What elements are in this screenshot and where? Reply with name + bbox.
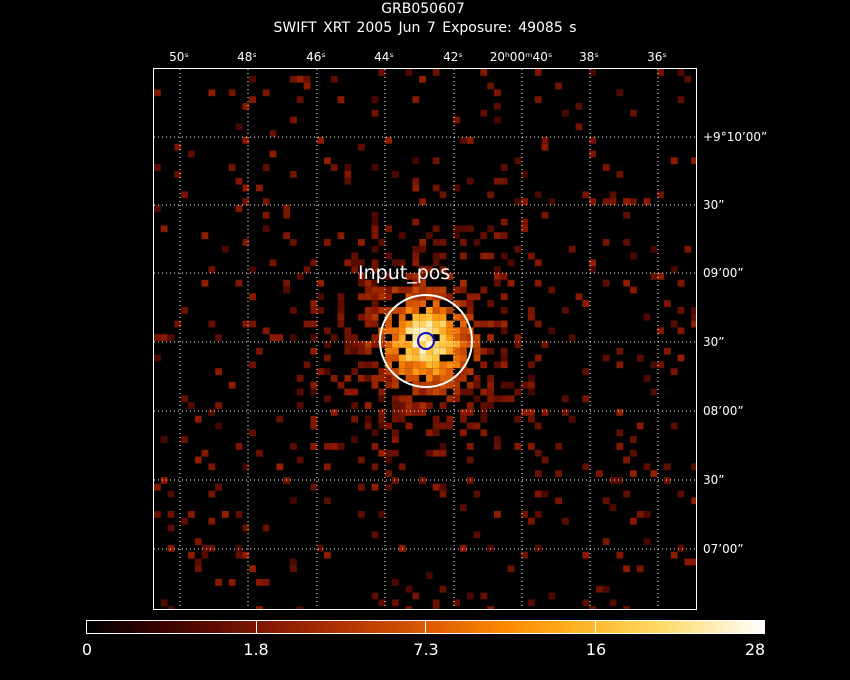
source-extraction-circle: [379, 294, 473, 388]
ra-tick-label: 50ˢ: [169, 50, 189, 64]
dec-tick-label: 09’00”: [703, 266, 744, 280]
dec-tick-label: 30”: [703, 473, 725, 487]
dec-tick-label: 30”: [703, 198, 725, 212]
colorbar: [86, 620, 765, 634]
source-label: Input_pos: [358, 262, 451, 284]
ra-tick-label: 48ˢ: [237, 50, 257, 64]
colorbar-label: 1.8: [243, 640, 269, 659]
ra-tick-label: 44ˢ: [374, 50, 394, 64]
image-subtitle: SWIFT XRT 2005 Jun 7 Exposure: 49085 s: [273, 20, 577, 36]
source-position-marker: [417, 332, 435, 350]
image-title: GRB050607: [381, 1, 465, 17]
colorbar-label: 16: [585, 640, 607, 659]
ra-tick-label: 46ˢ: [306, 50, 326, 64]
photon-counts-layer: [154, 69, 696, 609]
colorbar-label: 0: [81, 640, 93, 659]
ra-tick-label: 36ˢ: [647, 50, 667, 64]
colorbar-tick: [425, 621, 426, 633]
dec-tick-label: +9°10’00”: [703, 130, 768, 144]
colorbar-label: 7.3: [413, 640, 439, 659]
dec-tick-label: 07’00”: [703, 542, 744, 556]
colorbar-label: 28: [744, 640, 766, 659]
colorbar-tick: [256, 621, 257, 633]
xray-image: [154, 69, 696, 609]
ra-tick-label: 38ˢ: [579, 50, 599, 64]
ra-tick-label: 20ʰ00ᵐ40ˢ: [489, 50, 553, 64]
dec-tick-label: 30”: [703, 335, 725, 349]
coordinate-grid: [154, 69, 696, 609]
dec-tick-label: 08’00”: [703, 404, 744, 418]
colorbar-tick: [595, 621, 596, 633]
xray-image-frame: [153, 68, 697, 610]
ra-tick-label: 42ˢ: [443, 50, 463, 64]
